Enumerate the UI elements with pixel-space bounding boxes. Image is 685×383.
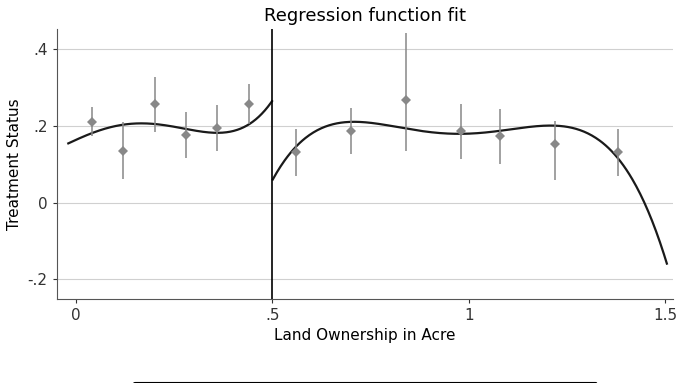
X-axis label: Land Ownership in Acre: Land Ownership in Acre [274,328,456,343]
Y-axis label: Treatment Status: Treatment Status [7,98,22,230]
Title: Regression function fit: Regression function fit [264,7,466,25]
